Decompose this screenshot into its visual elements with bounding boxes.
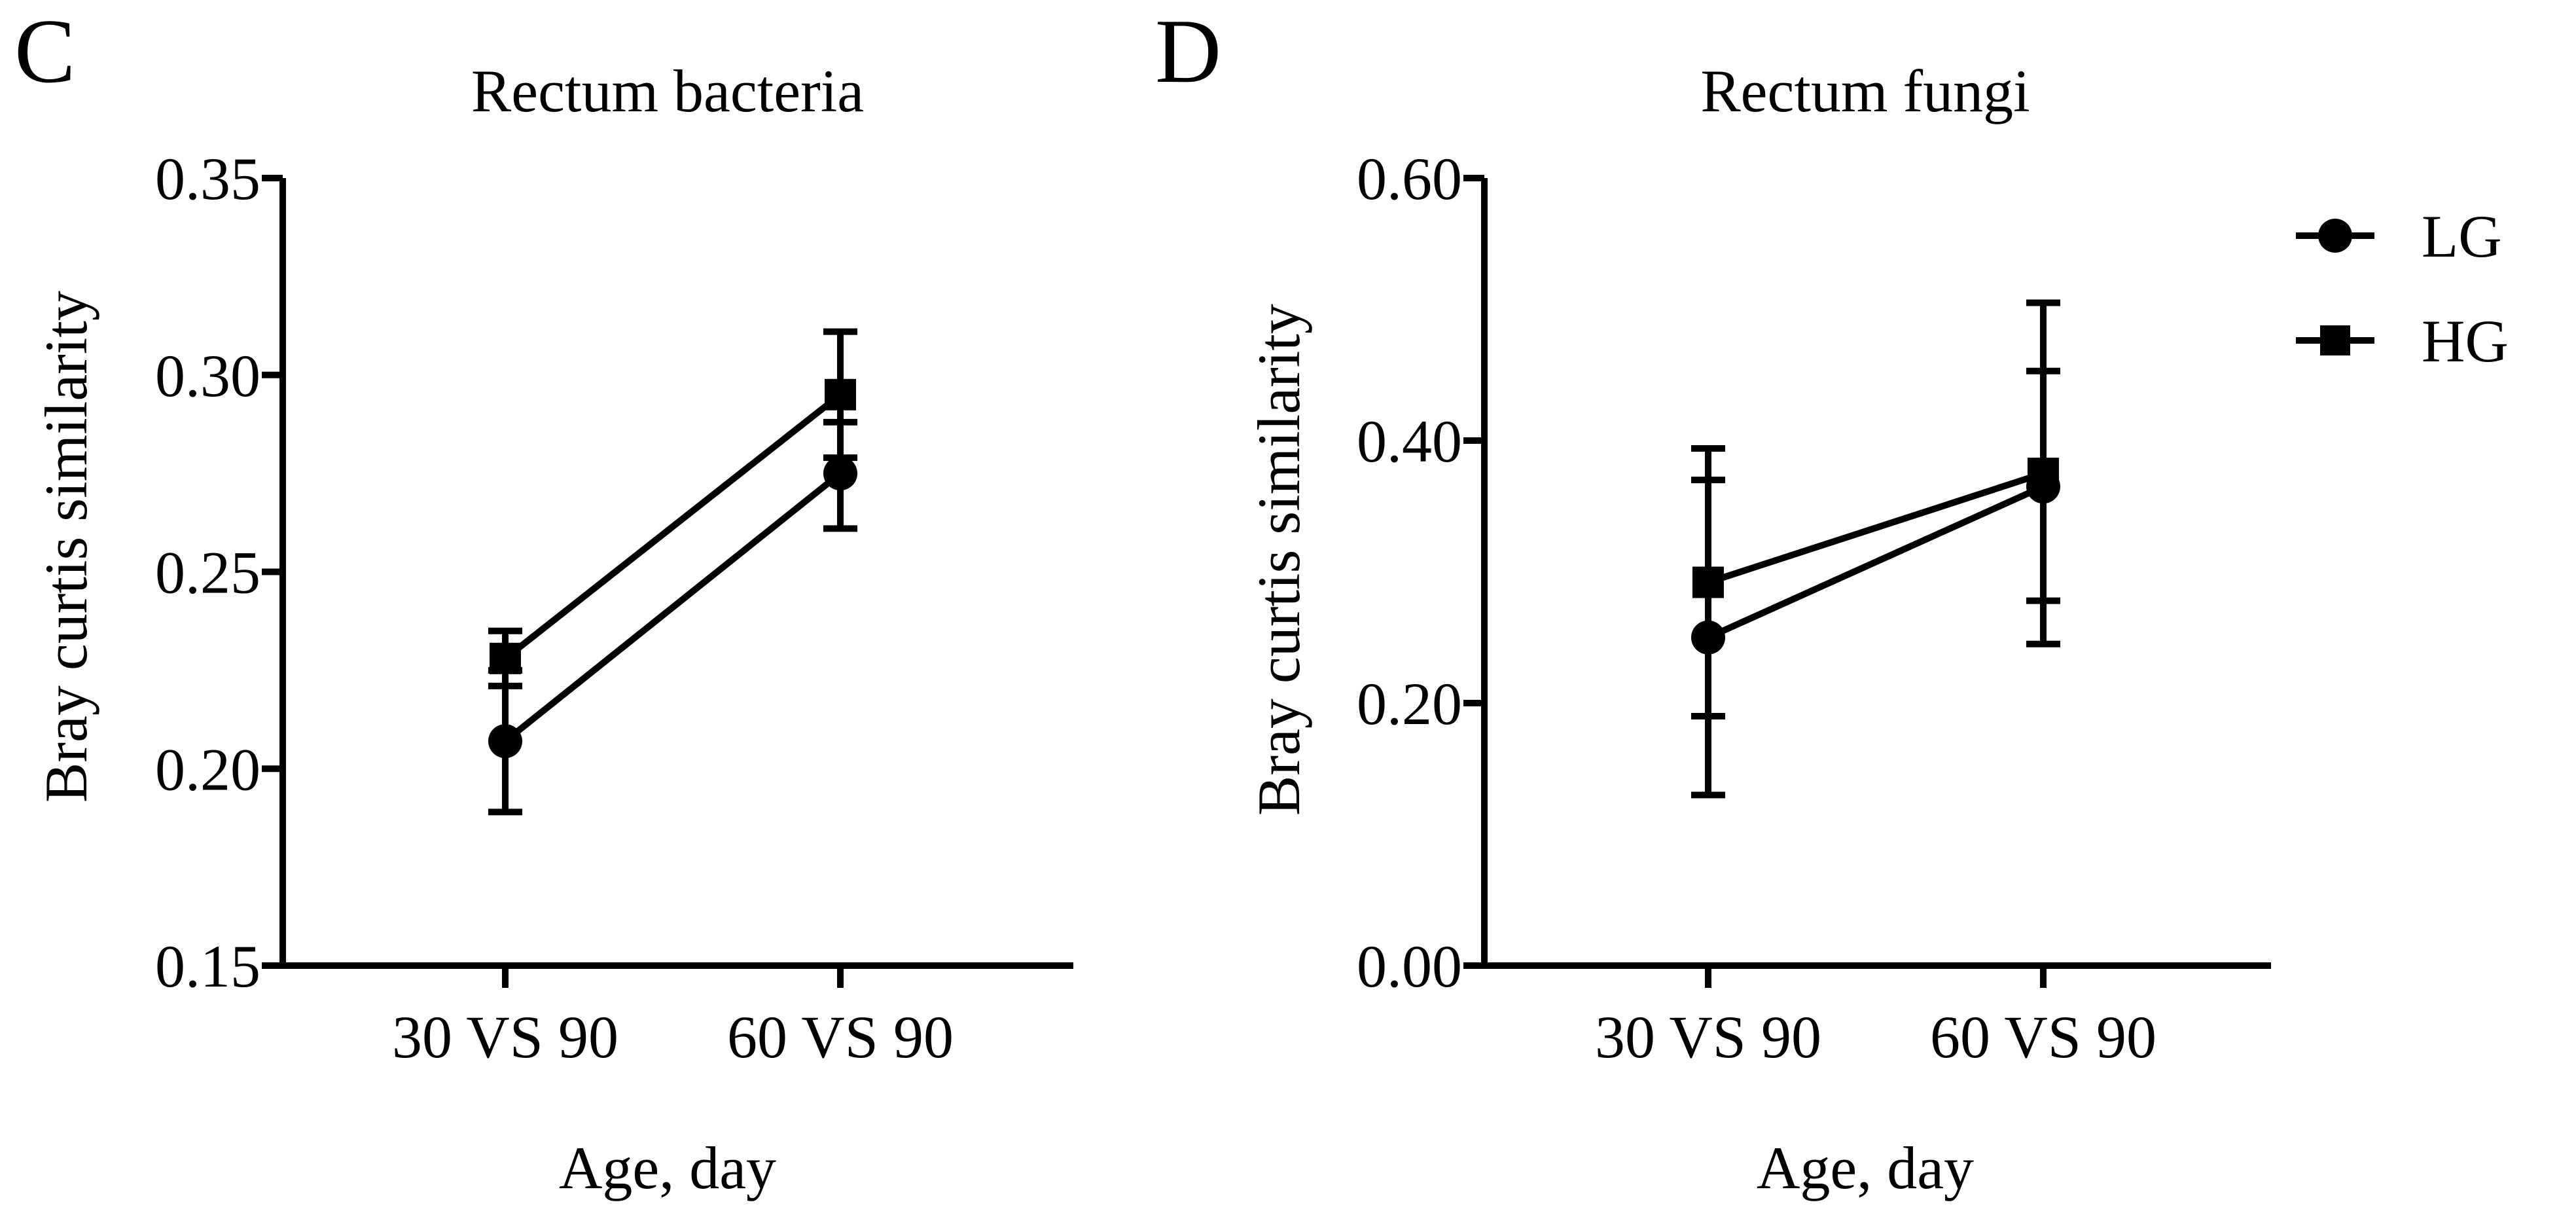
- chart-title-fungi: Rectum fungi: [1700, 58, 2030, 124]
- panel-c: C Rectum bacteria Bray curtis similarity…: [14, 1, 1073, 1201]
- series-line-lg: [503, 471, 843, 744]
- series-line-lg: [1706, 483, 2045, 641]
- x-tick-label: 60 VS 90: [727, 1004, 954, 1070]
- axes-bacteria: 0.15 0.20 0.25 0.30 0.35 30 VS 90 60 VS 90: [155, 145, 1073, 1070]
- x-axis-label-fungi: Age, day: [1757, 1135, 1974, 1201]
- legend-label-hg: HG: [2422, 308, 2509, 374]
- panel-label-c: C: [14, 1, 75, 102]
- plot-area-fungi: [1691, 299, 2060, 799]
- axes-fungi: 0.00 0.20 0.40 0.60 30 VS 90 60 VS 90: [1357, 145, 2271, 1070]
- data-point-lg: [488, 724, 522, 759]
- y-tick-label: 0.15: [155, 933, 260, 1000]
- y-axis-label-fungi: Bray curtis similarity: [1245, 304, 1312, 816]
- y-tick-label: 0.20: [1357, 670, 1462, 737]
- x-tick-label: 60 VS 90: [1930, 1004, 2156, 1070]
- panel-label-d: D: [1155, 1, 1221, 102]
- data-point-hg: [1692, 566, 1724, 598]
- y-tick-label: 0.30: [155, 342, 260, 409]
- legend-label-lg: LG: [2422, 203, 2502, 270]
- data-point-hg: [490, 642, 521, 674]
- series-line-hg: [1707, 470, 2045, 586]
- y-axis-label-bacteria: Bray curtis similarity: [33, 291, 99, 803]
- x-tick-label: 30 VS 90: [1595, 1004, 1821, 1070]
- y-tick-label: 0.00: [1357, 933, 1462, 1000]
- y-tick-label: 0.20: [155, 736, 260, 803]
- y-tick-label: 0.35: [155, 145, 260, 212]
- legend-item-lg: LG: [2296, 203, 2502, 270]
- legend: LG HG: [2296, 203, 2509, 374]
- series-line-hg: [503, 391, 843, 661]
- data-point-hg: [825, 378, 856, 410]
- chart-title-bacteria: Rectum bacteria: [471, 58, 864, 124]
- plot-area-bacteria: [488, 328, 857, 816]
- y-tick-label: 0.60: [1357, 145, 1462, 212]
- panel-d: D Rectum fungi Bray curtis similarity Ag…: [1155, 1, 2271, 1201]
- square-icon: [2320, 325, 2350, 355]
- data-point-hg: [2028, 458, 2059, 490]
- y-tick-label: 0.25: [155, 539, 260, 606]
- legend-item-hg: HG: [2296, 308, 2509, 374]
- y-tick-label: 0.40: [1357, 408, 1462, 475]
- x-tick-label: 30 VS 90: [392, 1004, 618, 1070]
- x-axis-label-bacteria: Age, day: [559, 1135, 776, 1201]
- data-point-lg: [823, 456, 857, 491]
- circle-icon: [2318, 219, 2352, 253]
